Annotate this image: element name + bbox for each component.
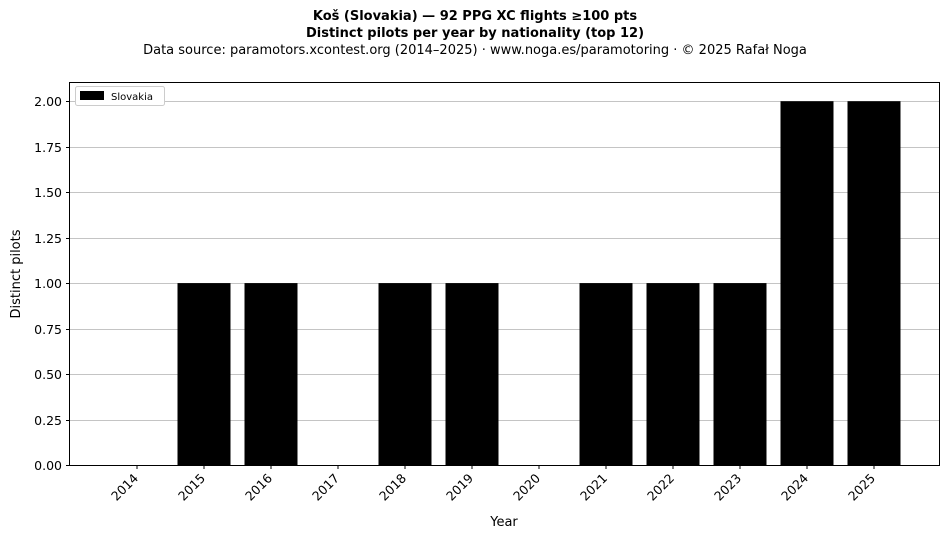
- bar-2016: [244, 283, 298, 465]
- bar-2023: [713, 283, 767, 465]
- x-axis: 2014 2015 2016 2017 2018 2019 2020 2021 2022 2023…: [108, 465, 878, 504]
- bar-2025: [847, 101, 901, 465]
- bar-2024: [780, 101, 834, 465]
- bar-2021: [579, 283, 633, 465]
- y-tick-label: 0.50: [34, 367, 62, 382]
- bar-2022: [646, 283, 700, 465]
- bar-2019: [445, 283, 499, 465]
- y-tick-label: 0.25: [34, 413, 62, 428]
- x-tick-label-2023: 2023: [711, 471, 744, 504]
- x-tick-label-2021: 2021: [577, 471, 610, 504]
- y-tick-label: 1.25: [34, 231, 62, 246]
- bar-2018: [378, 283, 432, 465]
- legend-swatch: [80, 91, 104, 100]
- y-tick-label: 1.50: [34, 185, 62, 200]
- x-tick-label-2025: 2025: [845, 471, 878, 504]
- x-tick-label-2020: 2020: [510, 470, 543, 503]
- x-tick-label-2024: 2024: [778, 470, 811, 503]
- x-tick-label-2019: 2019: [443, 470, 476, 503]
- chart-source: Data source: paramotors.xcontest.org (20…: [143, 43, 807, 58]
- y-tick-label: 2.00: [34, 94, 62, 109]
- x-tick-label-2022: 2022: [644, 471, 677, 504]
- x-tick-label-2017: 2017: [309, 471, 342, 504]
- chart-title: Koš (Slovakia) — 92 PPG XC flights ≥100 …: [312, 9, 638, 24]
- y-axis: 0.00 0.25 0.50 0.75 1.00 1.25 1.50 1.75 2.00: [34, 94, 70, 473]
- legend-label-slovakia: Slovakia: [111, 92, 153, 103]
- y-tick-label: 1.00: [34, 276, 62, 291]
- x-tick-label-2018: 2018: [376, 470, 409, 503]
- y-tick-label: 0.00: [34, 458, 62, 473]
- legend: Slovakia: [75, 86, 165, 106]
- chart-title-block: Koš (Slovakia) — 92 PPG XC flights ≥100 …: [0, 8, 950, 60]
- y-tick-label: 0.75: [34, 322, 62, 337]
- bar-2015: [177, 283, 231, 465]
- y-axis-label: Distinct pilots: [9, 229, 24, 318]
- plot-frame: [69, 82, 940, 466]
- x-tick-label-2016: 2016: [242, 470, 275, 503]
- y-tick-label: 1.75: [34, 140, 62, 155]
- x-tick-label-2015: 2015: [175, 471, 208, 504]
- chart-subtitle: Distinct pilots per year by nationality …: [305, 26, 645, 41]
- bars: [177, 101, 901, 465]
- x-tick-label-2014: 2014: [108, 470, 141, 503]
- x-axis-label: Year: [489, 515, 518, 530]
